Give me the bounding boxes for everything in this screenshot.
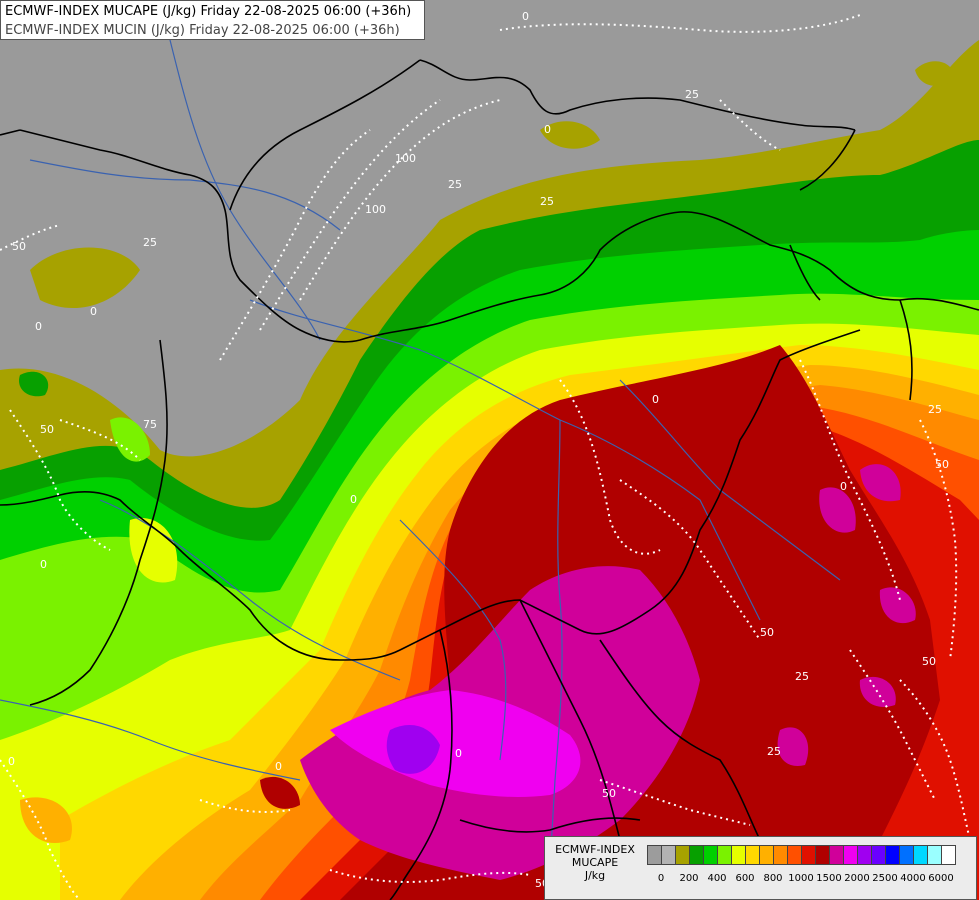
legend-swatch [745, 845, 760, 865]
contour-label: 0 [8, 755, 15, 768]
legend-tick-labels: 0 200 400 600 800 1000 1500 2000 2500 4000 6000 [647, 873, 967, 887]
contour-label: 100 [365, 203, 386, 216]
legend-swatch [885, 845, 900, 865]
legend-tick-label: 0 [657, 873, 665, 884]
legend-tick-label: 200 [679, 873, 699, 884]
legend-swatch [871, 845, 886, 865]
legend-swatch [913, 845, 928, 865]
legend-swatch [815, 845, 830, 865]
contour-label: 25 [685, 88, 699, 101]
contour-label: 0 [544, 123, 551, 136]
legend-swatch [759, 845, 774, 865]
country-borders [0, 59, 979, 900]
legend-swatch [647, 845, 662, 865]
contour-label: 0 [840, 480, 847, 493]
legend-swatch [731, 845, 746, 865]
legend-swatch [773, 845, 788, 865]
legend-tick-label: 2500 [872, 873, 898, 884]
legend-title: ECMWF-INDEX MUCAPE J/kg [547, 843, 643, 882]
legend-tick-label: 400 [707, 873, 727, 884]
map-title: ECMWF-INDEX MUCAPE (J/kg) Friday 22-08-2… [0, 0, 425, 40]
mucin-title: ECMWF-INDEX MUCIN (J/kg) Friday 22-08-20… [5, 23, 400, 38]
legend-swatch [703, 845, 718, 865]
color-legend: ECMWF-INDEX MUCAPE J/kg 0 200 400 600 800 100… [544, 836, 977, 900]
legend-colorbar [647, 845, 956, 865]
mucape-title: ECMWF-INDEX MUCAPE (J/kg) Friday 22-08-2… [5, 4, 412, 19]
legend-title-field: MUCAPE [571, 856, 619, 869]
contour-label: 25 [928, 403, 942, 416]
contour-label: 50 [760, 626, 774, 639]
contour-label: 25 [448, 178, 462, 191]
contour-labels: 0 0 0 0 0 0 0 0 0 0 0 25 25 25 25 25 25 … [8, 10, 949, 890]
contour-label: 0 [652, 393, 659, 406]
contour-label: 0 [275, 760, 282, 773]
legend-swatch [787, 845, 802, 865]
legend-title-unit: J/kg [584, 869, 606, 882]
legend-tick-label: 4000 [900, 873, 926, 884]
legend-swatch [941, 845, 956, 865]
legend-swatch [927, 845, 942, 865]
contour-label: 50 [40, 423, 54, 436]
contour-label: 100 [395, 152, 416, 165]
contour-label: 0 [35, 320, 42, 333]
legend-swatch [829, 845, 844, 865]
legend-swatch [857, 845, 872, 865]
cape-field-fuchsia [330, 690, 581, 797]
legend-swatch [689, 845, 704, 865]
contour-label: 50 [12, 240, 26, 253]
legend-swatch [675, 845, 690, 865]
legend-tick-label: 2000 [844, 873, 870, 884]
contour-label: 50 [922, 655, 936, 668]
contour-label: 25 [143, 236, 157, 249]
contour-label: 25 [540, 195, 554, 208]
legend-swatch [717, 845, 732, 865]
contour-label: 0 [350, 493, 357, 506]
contour-label: 0 [455, 747, 462, 760]
contour-label: 0 [522, 10, 529, 23]
legend-tick-label: 1000 [788, 873, 814, 884]
cape-field-purple [386, 725, 440, 774]
contour-label: 50 [935, 458, 949, 471]
legend-swatch [661, 845, 676, 865]
legend-tick-label: 1500 [816, 873, 842, 884]
cin-contours [0, 14, 971, 900]
legend-swatch [801, 845, 816, 865]
contour-label: 25 [767, 745, 781, 758]
legend-swatch [899, 845, 914, 865]
contour-label: 0 [40, 558, 47, 571]
legend-tick-label: 6000 [928, 873, 954, 884]
legend-tick-label: 600 [735, 873, 755, 884]
legend-title-model: ECMWF-INDEX [555, 843, 635, 856]
contour-label: 0 [90, 305, 97, 318]
contour-label: 25 [795, 670, 809, 683]
contour-label: 50 [602, 787, 616, 800]
contour-label: 75 [143, 418, 157, 431]
legend-tick-label: 800 [763, 873, 783, 884]
legend-swatch [843, 845, 858, 865]
